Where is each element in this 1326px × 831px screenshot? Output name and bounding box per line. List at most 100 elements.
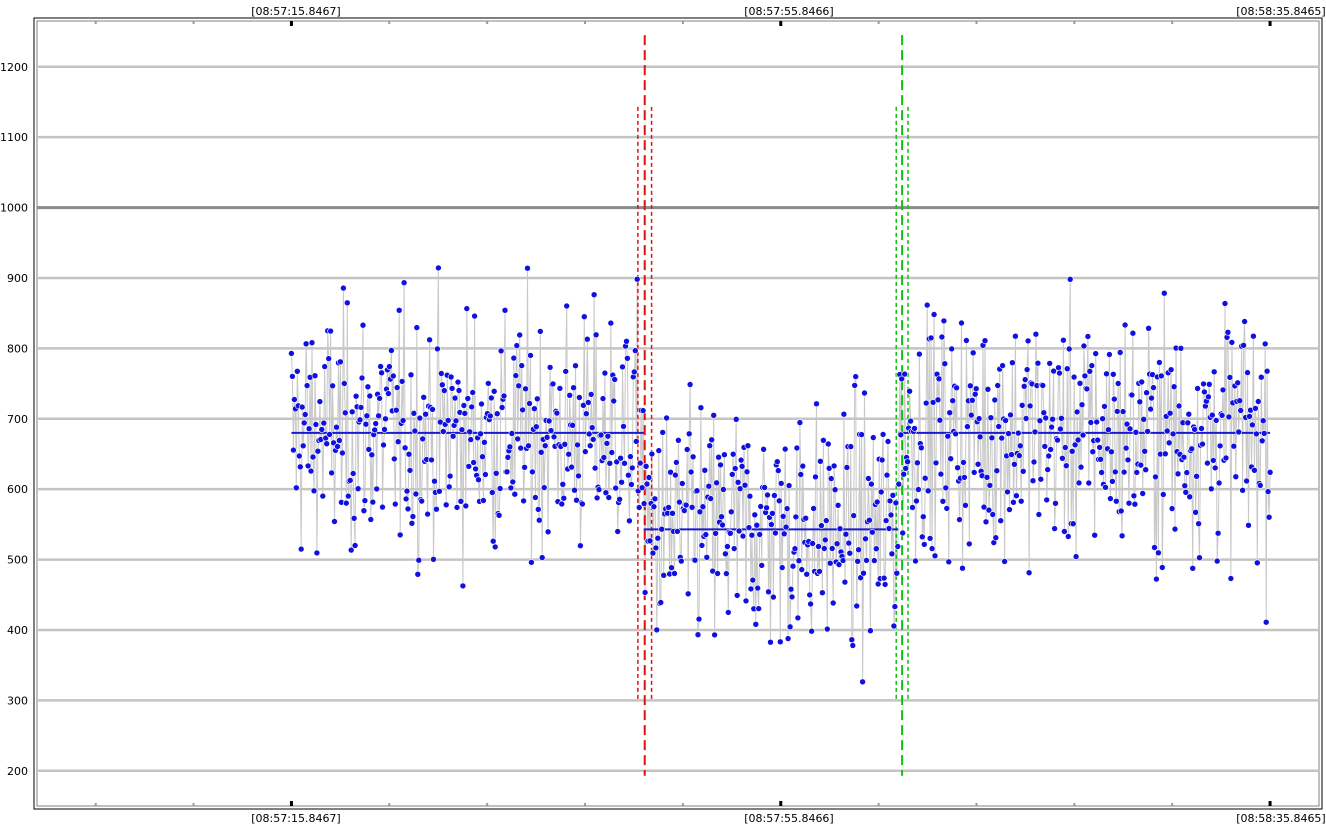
data-point	[378, 369, 385, 377]
data-point	[434, 345, 441, 353]
data-point	[484, 380, 492, 387]
data-point	[1064, 365, 1071, 373]
data-point	[1065, 345, 1073, 353]
data-point	[772, 529, 779, 537]
data-point	[892, 499, 900, 507]
data-point	[558, 500, 566, 508]
data-point	[945, 558, 953, 566]
data-point	[1221, 300, 1229, 307]
data-point	[757, 503, 765, 510]
data-point	[765, 588, 772, 596]
data-point	[308, 339, 316, 347]
data-point	[1078, 401, 1086, 409]
data-point	[590, 291, 598, 299]
data-point	[711, 631, 718, 639]
data-point	[983, 473, 991, 481]
data-point	[828, 545, 836, 552]
data-point	[1261, 340, 1269, 348]
data-point	[818, 522, 825, 529]
data-point	[510, 354, 518, 362]
data-point	[311, 372, 319, 380]
data-point	[448, 385, 456, 392]
data-point	[1234, 379, 1241, 387]
data-point	[962, 501, 969, 509]
data-point	[1013, 492, 1020, 500]
data-point	[379, 503, 386, 511]
data-point	[1193, 472, 1200, 480]
data-point	[610, 397, 618, 405]
data-point	[736, 485, 744, 493]
data-point	[797, 471, 805, 478]
data-point	[763, 504, 770, 512]
data-point	[1188, 445, 1195, 453]
data-point	[363, 412, 371, 420]
data-point	[545, 417, 553, 425]
data-point	[559, 480, 567, 488]
data-point	[808, 627, 815, 635]
data-point	[574, 441, 581, 449]
data-point	[633, 275, 641, 283]
data-point	[362, 420, 370, 428]
data-point	[862, 535, 869, 543]
data-point	[1142, 466, 1149, 474]
data-point	[1225, 413, 1233, 421]
data-point	[602, 489, 610, 497]
data-point	[1076, 379, 1084, 387]
data-point	[298, 403, 306, 411]
data-point	[721, 451, 728, 459]
data-point	[1214, 529, 1222, 537]
data-point	[1051, 525, 1058, 532]
data-point	[1144, 428, 1151, 435]
data-point	[500, 392, 508, 400]
data-point	[746, 492, 754, 500]
data-point	[607, 319, 615, 327]
data-point	[1111, 395, 1118, 403]
data-point	[568, 463, 575, 471]
data-point	[1251, 466, 1258, 474]
data-point	[376, 395, 383, 402]
data-point	[366, 392, 374, 400]
data-point	[323, 440, 331, 448]
data-point	[635, 504, 643, 511]
data-point	[1182, 488, 1190, 496]
data-point	[944, 432, 952, 440]
data-point	[738, 462, 746, 470]
data-point	[938, 333, 946, 341]
data-point	[932, 459, 940, 467]
data-point	[1171, 525, 1179, 533]
data-point	[841, 578, 849, 586]
data-point	[751, 511, 759, 519]
data-point	[521, 463, 528, 471]
x-tick-label-top-1: [08:57:15.8467]	[251, 5, 340, 18]
data-point	[930, 311, 938, 318]
data-point	[458, 426, 466, 434]
data-point	[406, 467, 414, 474]
data-point	[377, 363, 384, 370]
data-point	[917, 444, 925, 452]
data-point	[626, 517, 633, 525]
data-point	[769, 510, 776, 517]
data-point	[371, 426, 379, 434]
data-point	[1030, 458, 1038, 466]
data-point	[1132, 428, 1140, 436]
data-point	[623, 337, 630, 345]
data-point	[1241, 318, 1248, 325]
data-point	[649, 549, 657, 557]
data-point	[729, 450, 737, 458]
data-point	[1198, 425, 1205, 432]
data-point	[309, 453, 317, 461]
plot-inner-frame	[36, 20, 1320, 807]
data-point	[806, 591, 814, 599]
data-point	[461, 410, 469, 417]
data-point	[643, 480, 651, 488]
data-point	[419, 435, 427, 443]
data-point	[497, 347, 505, 355]
data-point	[831, 486, 839, 494]
data-point	[1012, 332, 1019, 340]
data-point	[786, 623, 794, 631]
data-point	[1011, 460, 1018, 468]
data-point	[724, 609, 732, 616]
data-point	[325, 355, 333, 362]
data-point	[976, 433, 984, 441]
data-point	[873, 498, 881, 506]
